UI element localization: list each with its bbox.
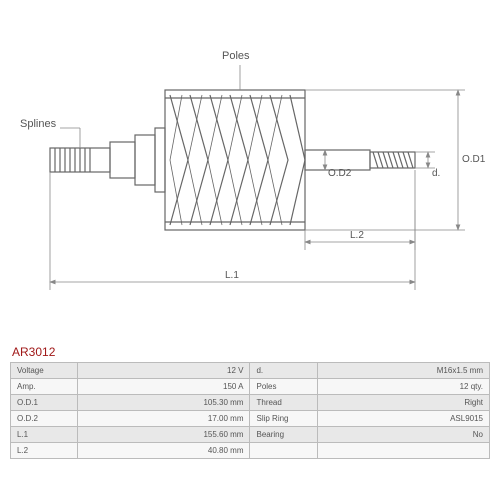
spec-key: Poles (250, 379, 317, 395)
spec-val: 40.80 mm (78, 443, 250, 459)
spec-key: Slip Ring (250, 411, 317, 427)
spec-key: d. (250, 363, 317, 379)
spec-val: 150 A (78, 379, 250, 395)
technical-drawing: Splines Poles L.1 L.2 O.D1 O.D2 d. (10, 10, 490, 330)
spec-row: O.D.1105.30 mmThreadRight (11, 395, 490, 411)
spec-row: Amp.150 APoles12 qty. (11, 379, 490, 395)
spec-row: L.240.80 mm (11, 443, 490, 459)
part-number: AR3012 (12, 345, 55, 359)
spec-val: Right (317, 395, 489, 411)
poles-label: Poles (222, 50, 250, 62)
dim-l1: L.1 (225, 270, 239, 281)
spec-key: Bearing (250, 427, 317, 443)
spec-val: M16x1.5 mm (317, 363, 489, 379)
spec-val: 12 qty. (317, 379, 489, 395)
dim-od1: O.D1 (462, 154, 485, 165)
spec-row: L.1155.60 mmBearingNo (11, 427, 490, 443)
spec-key: L.2 (11, 443, 78, 459)
spec-val: No (317, 427, 489, 443)
dim-l2: L.2 (350, 230, 364, 241)
spec-val: 155.60 mm (78, 427, 250, 443)
spec-key: L.1 (11, 427, 78, 443)
spec-key: Voltage (11, 363, 78, 379)
spec-key: Amp. (11, 379, 78, 395)
spec-val (317, 443, 489, 459)
spec-val: 17.00 mm (78, 411, 250, 427)
spec-row: Voltage12 Vd.M16x1.5 mm (11, 363, 490, 379)
dim-d: d. (432, 168, 440, 179)
splines-label: Splines (20, 118, 56, 130)
spec-val: ASL9015 (317, 411, 489, 427)
specifications-table: Voltage12 Vd.M16x1.5 mmAmp.150 APoles12 … (10, 362, 490, 459)
spec-val: 12 V (78, 363, 250, 379)
spec-val: 105.30 mm (78, 395, 250, 411)
spec-key: O.D.1 (11, 395, 78, 411)
spec-key: Thread (250, 395, 317, 411)
spec-key (250, 443, 317, 459)
dim-od2: O.D2 (328, 168, 351, 179)
spec-row: O.D.217.00 mmSlip RingASL9015 (11, 411, 490, 427)
spec-key: O.D.2 (11, 411, 78, 427)
